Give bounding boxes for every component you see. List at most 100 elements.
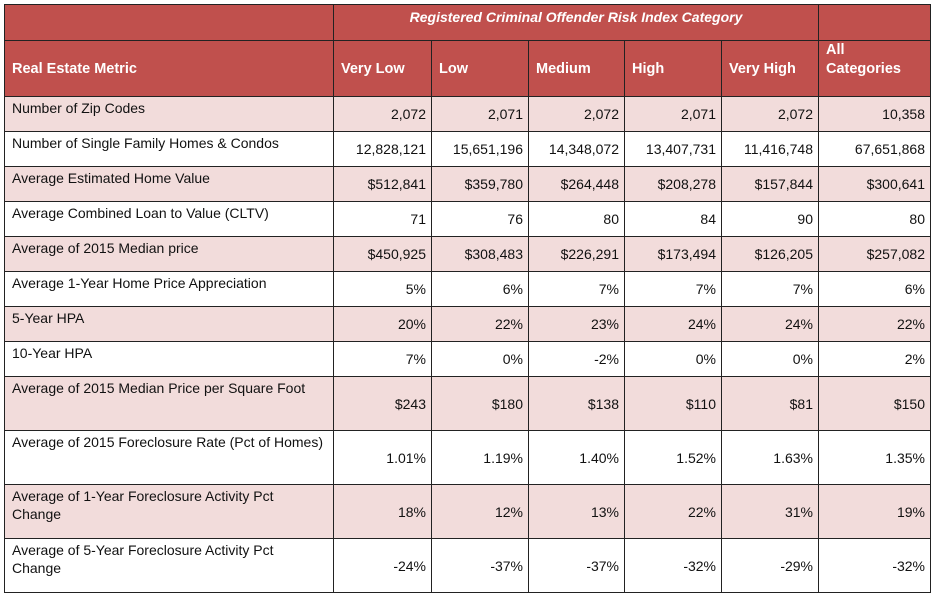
value-cell: 1.40%: [528, 430, 625, 485]
value-cell: 76: [431, 201, 529, 237]
value-cell: 1.19%: [431, 430, 529, 485]
value-cell: $110: [624, 376, 722, 431]
value-cell: 0%: [624, 341, 722, 377]
value-cell: 1.35%: [818, 430, 931, 485]
metric-label-cell: Average of 1-Year Foreclosure Activity P…: [4, 484, 334, 539]
metric-label-cell: Number of Single Family Homes & Condos: [4, 131, 334, 167]
value-cell: 1.63%: [721, 430, 819, 485]
metric-label-cell: Number of Zip Codes: [4, 96, 334, 132]
value-cell: $450,925: [333, 236, 432, 272]
value-cell: 13%: [528, 484, 625, 539]
value-cell: 67,651,868: [818, 131, 931, 167]
value-cell: 22%: [431, 306, 529, 342]
metric-label-cell: Average of 2015 Foreclosure Rate (Pct of…: [4, 430, 334, 485]
table-row: Average Estimated Home Value $512,841 $359…: [4, 166, 931, 202]
value-cell: 2,072: [528, 96, 625, 132]
value-cell: $308,483: [431, 236, 529, 272]
value-cell: 11,416,748: [721, 131, 819, 167]
value-cell: -37%: [431, 538, 529, 593]
column-header-metric: Real Estate Metric: [4, 40, 334, 97]
value-cell: $359,780: [431, 166, 529, 202]
value-cell: 7%: [624, 271, 722, 307]
value-cell: 6%: [431, 271, 529, 307]
risk-index-category-title: Registered Criminal Offender Risk Index …: [333, 4, 819, 41]
value-cell: $300,641: [818, 166, 931, 202]
value-cell: $126,205: [721, 236, 819, 272]
column-header-very-high: Very High: [721, 40, 819, 97]
value-cell: 5%: [333, 271, 432, 307]
value-cell: 20%: [333, 306, 432, 342]
metric-label-cell: Average Estimated Home Value: [4, 166, 334, 202]
table-row: 10-Year HPA 7% 0% -2% 0% 0% 2%: [4, 341, 931, 377]
value-cell: 80: [528, 201, 625, 237]
value-cell: $157,844: [721, 166, 819, 202]
value-cell: $264,448: [528, 166, 625, 202]
value-cell: $243: [333, 376, 432, 431]
table-row: Number of Single Family Homes & Condos 12…: [4, 131, 931, 167]
value-cell: -32%: [624, 538, 722, 593]
value-cell: 31%: [721, 484, 819, 539]
value-cell: 84: [624, 201, 722, 237]
value-cell: 80: [818, 201, 931, 237]
value-cell: $257,082: [818, 236, 931, 272]
value-cell: -24%: [333, 538, 432, 593]
value-cell: 0%: [431, 341, 529, 377]
table-row: Average of 2015 Median Price per Square …: [4, 376, 931, 431]
value-cell: 90: [721, 201, 819, 237]
table-row: Number of Zip Codes 2,072 2,071 2,072 2,071 2…: [4, 96, 931, 132]
value-cell: 10,358: [818, 96, 931, 132]
value-cell: -32%: [818, 538, 931, 593]
metric-label-cell: 5-Year HPA: [4, 306, 334, 342]
header-blank-cell: [4, 4, 334, 41]
value-cell: $208,278: [624, 166, 722, 202]
value-cell: 13,407,731: [624, 131, 722, 167]
value-cell: $173,494: [624, 236, 722, 272]
value-cell: 15,651,196: [431, 131, 529, 167]
value-cell: 18%: [333, 484, 432, 539]
value-cell: 24%: [721, 306, 819, 342]
metric-label-cell: Average Combined Loan to Value (CLTV): [4, 201, 334, 237]
table-row: Average of 2015 Foreclosure Rate (Pct of…: [4, 430, 931, 485]
value-cell: $138: [528, 376, 625, 431]
value-cell: $150: [818, 376, 931, 431]
table-row: Average of 5-Year Foreclosure Activity P…: [4, 538, 931, 593]
value-cell: $180: [431, 376, 529, 431]
value-cell: 7%: [528, 271, 625, 307]
value-cell: 7%: [333, 341, 432, 377]
value-cell: 2,071: [624, 96, 722, 132]
value-cell: 2%: [818, 341, 931, 377]
value-cell: 19%: [818, 484, 931, 539]
value-cell: 1.52%: [624, 430, 722, 485]
real-estate-metrics-table: Registered Criminal Offender Risk Index …: [4, 4, 931, 593]
value-cell: 2,072: [333, 96, 432, 132]
value-cell: -37%: [528, 538, 625, 593]
table-row: Average 1-Year Home Price Appreciation 5%…: [4, 271, 931, 307]
column-header-very-low: Very Low: [333, 40, 432, 97]
value-cell: 2,071: [431, 96, 529, 132]
value-cell: -2%: [528, 341, 625, 377]
value-cell: 23%: [528, 306, 625, 342]
value-cell: 22%: [818, 306, 931, 342]
metric-label-cell: Average of 2015 Median price: [4, 236, 334, 272]
header-blank-cell: [818, 4, 931, 41]
metric-label-cell: 10-Year HPA: [4, 341, 334, 377]
metric-label-cell: Average of 5-Year Foreclosure Activity P…: [4, 538, 334, 593]
table-row: Average of 1-Year Foreclosure Activity P…: [4, 484, 931, 539]
value-cell: 14,348,072: [528, 131, 625, 167]
column-header-low: Low: [431, 40, 529, 97]
metric-label-cell: Average 1-Year Home Price Appreciation: [4, 271, 334, 307]
value-cell: $81: [721, 376, 819, 431]
column-header-high: High: [624, 40, 722, 97]
value-cell: 12%: [431, 484, 529, 539]
table-row: Average of 2015 Median price $450,925 $308…: [4, 236, 931, 272]
value-cell: 22%: [624, 484, 722, 539]
value-cell: 24%: [624, 306, 722, 342]
column-header-medium: Medium: [528, 40, 625, 97]
value-cell: 1.01%: [333, 430, 432, 485]
table-row: 5-Year HPA 20% 22% 23% 24% 24% 22%: [4, 306, 931, 342]
value-cell: $512,841: [333, 166, 432, 202]
value-cell: 71: [333, 201, 432, 237]
value-cell: 6%: [818, 271, 931, 307]
value-cell: 2,072: [721, 96, 819, 132]
value-cell: 0%: [721, 341, 819, 377]
